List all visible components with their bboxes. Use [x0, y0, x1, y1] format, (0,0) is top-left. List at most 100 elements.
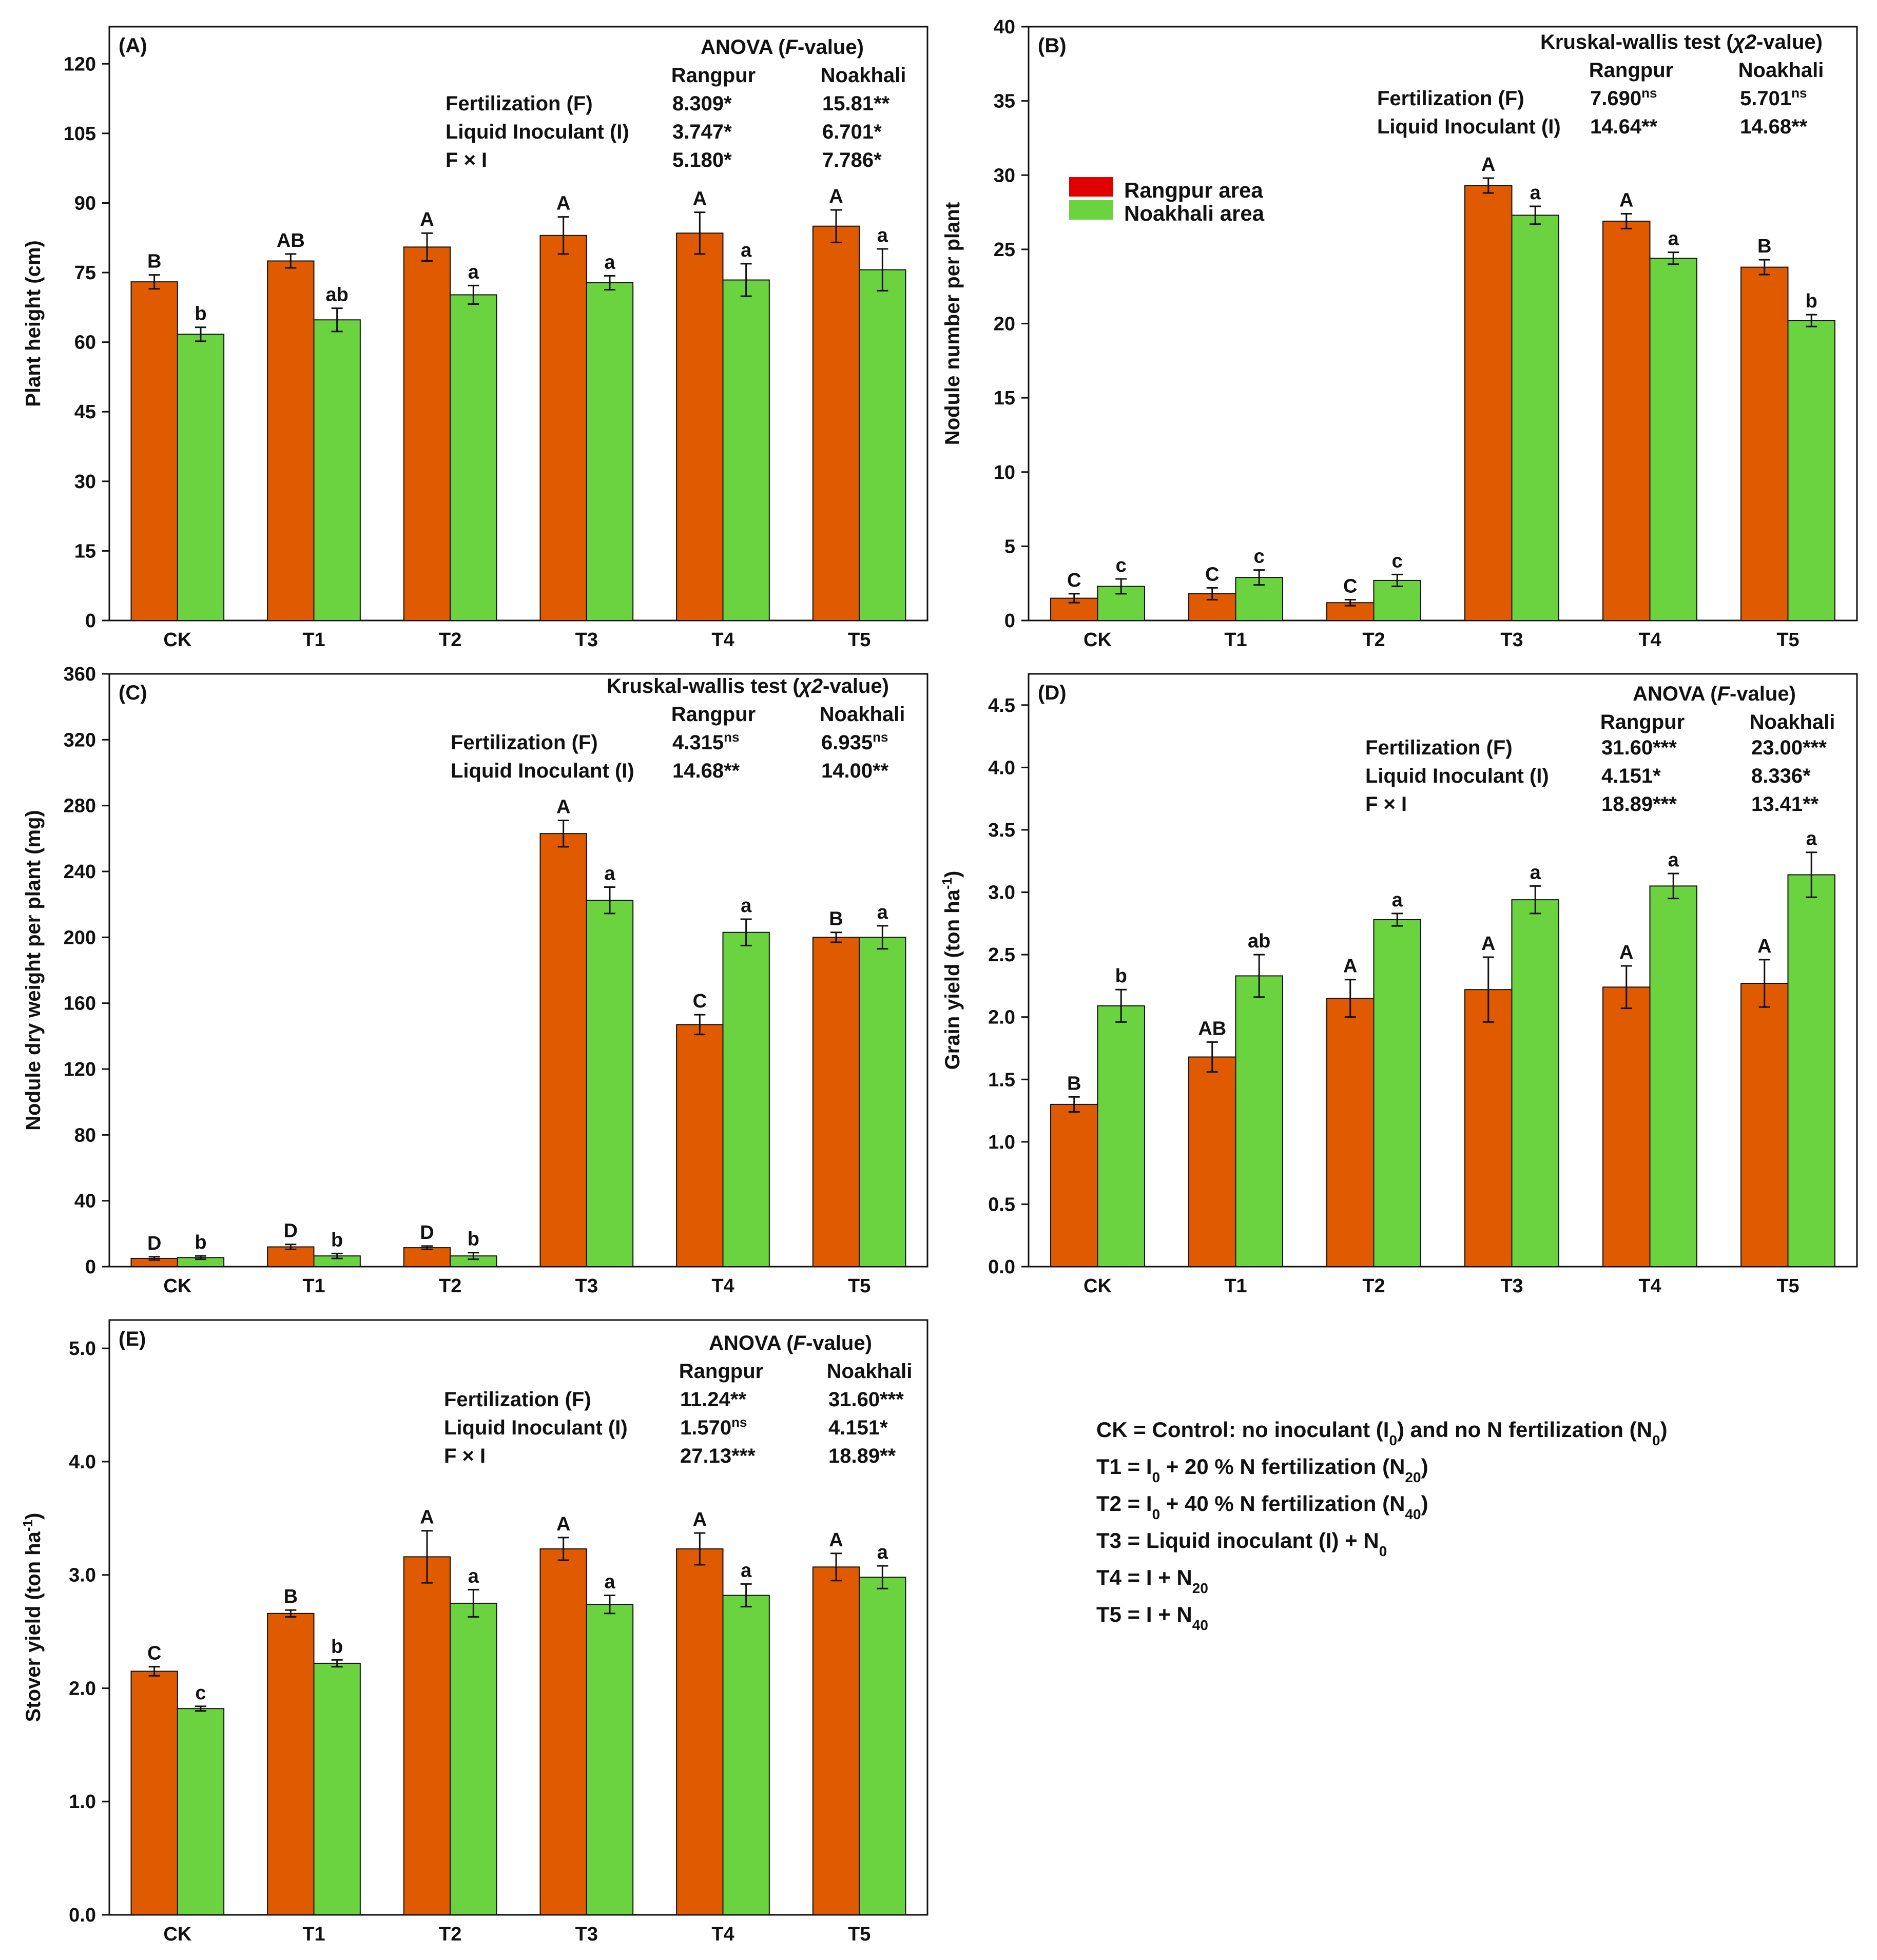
stats-row-label: Fertilization (F) — [1377, 87, 1524, 110]
stats-row-label: Liquid Inoculant (I) — [451, 760, 634, 782]
significance-label: c — [1116, 555, 1127, 576]
significance-label: a — [741, 1560, 752, 1581]
stats-value: 18.89*** — [1601, 793, 1677, 816]
bar-noakhali — [586, 282, 634, 621]
stats-value: 14.64** — [1590, 115, 1658, 138]
x-tick-label: T3 — [575, 1924, 598, 1945]
y-tick-label: 5 — [1004, 536, 1015, 557]
stats-column-noakhali: Noakhali — [1750, 711, 1835, 733]
significance-label: B — [1757, 236, 1771, 257]
stats-value: 15.81** — [822, 92, 890, 115]
stats-value: 1.570ns — [680, 1414, 747, 1439]
x-tick-label: T2 — [439, 1924, 461, 1945]
bar-rangpur — [1464, 185, 1513, 621]
x-tick-label: T3 — [1500, 629, 1523, 651]
y-tick-label: 3.0 — [988, 882, 1015, 904]
bar-noakhali — [1787, 874, 1835, 1268]
bar-rangpur — [1740, 266, 1789, 621]
x-tick-label: T1 — [302, 1924, 325, 1945]
bar-noakhali — [177, 334, 225, 621]
significance-label: A — [829, 1529, 843, 1551]
significance-label: ab — [325, 284, 348, 306]
bar-rangpur — [1740, 983, 1789, 1268]
stats-value: 18.89** — [828, 1445, 896, 1467]
significance-label: D — [147, 1233, 161, 1254]
bar-rangpur — [676, 232, 724, 621]
chart-panel-a: (A) 0 15 30 45 60 75 90 105 120 Plant height (cm) B… — [22, 26, 928, 651]
stats-column-rangpur: Rangpur — [679, 1360, 763, 1383]
bar-rangpur — [812, 937, 860, 1268]
stats-value: 4.151* — [828, 1416, 888, 1439]
y-tick-label: 40 — [74, 1191, 96, 1212]
significance-label: C — [147, 1643, 161, 1664]
bar-rangpur — [403, 1556, 451, 1915]
significance-label: a — [1392, 889, 1403, 911]
chart-panel-c: (C) 0 40 80 120 160 200 240 280 320 360 Nodule dry … — [22, 664, 928, 1297]
stats-value: 23.00*** — [1751, 736, 1827, 759]
y-tick-label: 25 — [994, 239, 1015, 261]
bar-noakhali — [586, 1604, 634, 1915]
panel-label-c: (C) — [119, 682, 147, 704]
significance-label: c — [1392, 550, 1403, 572]
stats-value: 3.747* — [672, 121, 732, 143]
y-tick-label: 3.5 — [988, 820, 1015, 841]
y-axis-title-b: Nodule number per plant — [941, 202, 964, 445]
bar-rangpur — [1326, 998, 1375, 1268]
significance-label: C — [1067, 570, 1081, 591]
stats-row-label: F × I — [446, 149, 487, 171]
bar-noakhali — [177, 1708, 225, 1916]
significance-label: a — [1530, 862, 1541, 883]
y-tick-label: 2.5 — [988, 944, 1015, 966]
x-tick-label: T3 — [575, 629, 598, 651]
x-tick-label: T2 — [439, 629, 461, 651]
note-t4: T4 = I + N20 — [1096, 1565, 1208, 1596]
stats-title-a: ANOVA (F-value) — [701, 36, 864, 59]
significance-label: A — [556, 193, 570, 215]
bar-noakhali — [1649, 258, 1697, 622]
stats-column-rangpur: Rangpur — [1600, 711, 1685, 733]
y-tick-label: 5.0 — [69, 1338, 96, 1360]
x-tick-label: CK — [163, 1275, 191, 1297]
significance-label: A — [693, 1509, 707, 1530]
legend-label-noakhali: Noakhali area — [1124, 201, 1265, 225]
bar-rangpur — [130, 1671, 178, 1915]
x-tick-label: T2 — [439, 1275, 461, 1297]
significance-label: A — [420, 1507, 434, 1528]
significance-label: D — [284, 1220, 298, 1242]
bar-rangpur — [1188, 1056, 1236, 1267]
panel-label-d: (D) — [1038, 682, 1067, 704]
bar-rangpur — [812, 1566, 860, 1916]
stats-value: 4.151* — [1601, 765, 1661, 787]
x-tick-label: T1 — [302, 629, 325, 651]
significance-label: b — [1806, 290, 1817, 312]
significance-label: A — [556, 797, 570, 818]
x-tick-label: CK — [163, 1924, 191, 1945]
stats-column-rangpur: Rangpur — [1589, 59, 1673, 82]
stats-value: 31.60*** — [828, 1388, 904, 1411]
stats-title-d: ANOVA (F-value) — [1633, 683, 1796, 705]
y-tick-label: 80 — [74, 1124, 96, 1146]
stats-value: 8.309* — [672, 92, 732, 115]
x-tick-label: T2 — [1362, 1275, 1385, 1297]
x-tick-label: T1 — [1224, 629, 1247, 651]
significance-label: a — [468, 261, 479, 283]
y-tick-label: 120 — [64, 1059, 96, 1080]
significance-label: a — [604, 251, 615, 273]
y-tick-label: 0 — [85, 610, 96, 632]
significance-label: A — [829, 186, 843, 207]
y-tick-label: 20 — [994, 314, 1015, 335]
bar-noakhali — [859, 937, 906, 1268]
plot-frame-a — [108, 26, 928, 622]
y-tick-label: 0 — [1004, 610, 1015, 632]
y-tick-label: 15 — [994, 387, 1015, 409]
stats-row-label: Liquid Inoculant (I) — [444, 1416, 628, 1439]
significance-label: A — [556, 1513, 570, 1535]
y-tick-label: 2.0 — [69, 1678, 96, 1699]
bar-noakhali — [722, 932, 770, 1268]
stats-value: 7.786* — [822, 149, 882, 171]
plot-frame-d — [1028, 673, 1858, 1268]
stats-row-label: Liquid Inoculant (I) — [1365, 765, 1549, 787]
y-tick-label: 0.5 — [988, 1194, 1015, 1215]
chart-panel-e: (E) 0.0 1.0 2.0 3.0 4.0 5.0 Stover yield (ton h… — [20, 1319, 928, 1945]
stats-value: 8.336* — [1751, 765, 1811, 787]
